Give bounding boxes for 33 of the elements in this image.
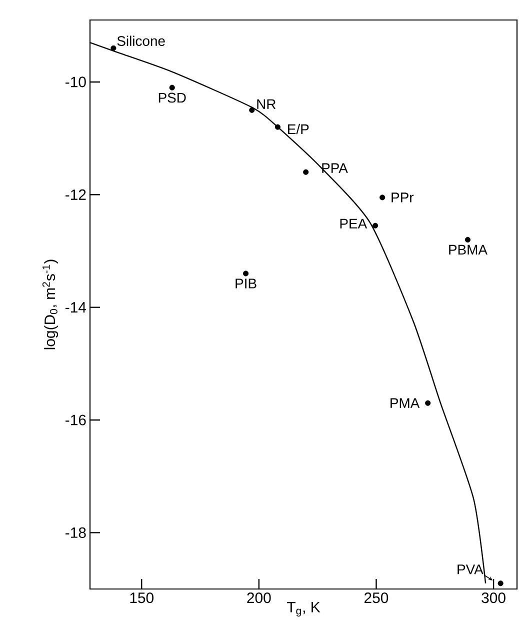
point: [372, 222, 378, 228]
point: [242, 270, 249, 276]
point: [498, 580, 504, 586]
annotation: PSD: [158, 92, 186, 103]
y-tick-label: -12: [66, 189, 86, 200]
annotation: NR: [257, 99, 276, 109]
point: [380, 194, 386, 200]
x-tick-label: 150: [130, 592, 154, 604]
annotation: PBMA: [449, 244, 488, 254]
point: [464, 236, 471, 242]
point: [274, 124, 280, 130]
annotation: PVA: [458, 564, 484, 574]
x-tick-label: 250: [364, 592, 388, 604]
annotation: PPA: [322, 163, 348, 173]
annotation: PEA: [340, 218, 368, 228]
point: [249, 107, 255, 113]
y-tick-label: -18: [66, 527, 86, 538]
x-axis-title: T$_{g}$, K: [286, 602, 320, 617]
y-tick-label: -10: [66, 76, 86, 88]
annotation: PMA: [390, 398, 420, 408]
annotation: Silicone: [117, 36, 165, 46]
point: [169, 84, 175, 90]
point: [425, 400, 431, 406]
x-tick-label: 200: [247, 592, 271, 604]
annotation: PPr: [392, 192, 414, 202]
annotation: PIB: [236, 278, 256, 288]
y-tick-label: -16: [66, 414, 86, 426]
y-tick-label: -14: [66, 302, 86, 312]
point: [110, 45, 116, 51]
annotation: E/P: [288, 124, 309, 134]
point: [303, 169, 309, 175]
x-tick-label: 300: [482, 592, 506, 604]
y-axis-title: log(D$_{0}$, m$^{2}$s$^{-1}$): [42, 260, 58, 350]
